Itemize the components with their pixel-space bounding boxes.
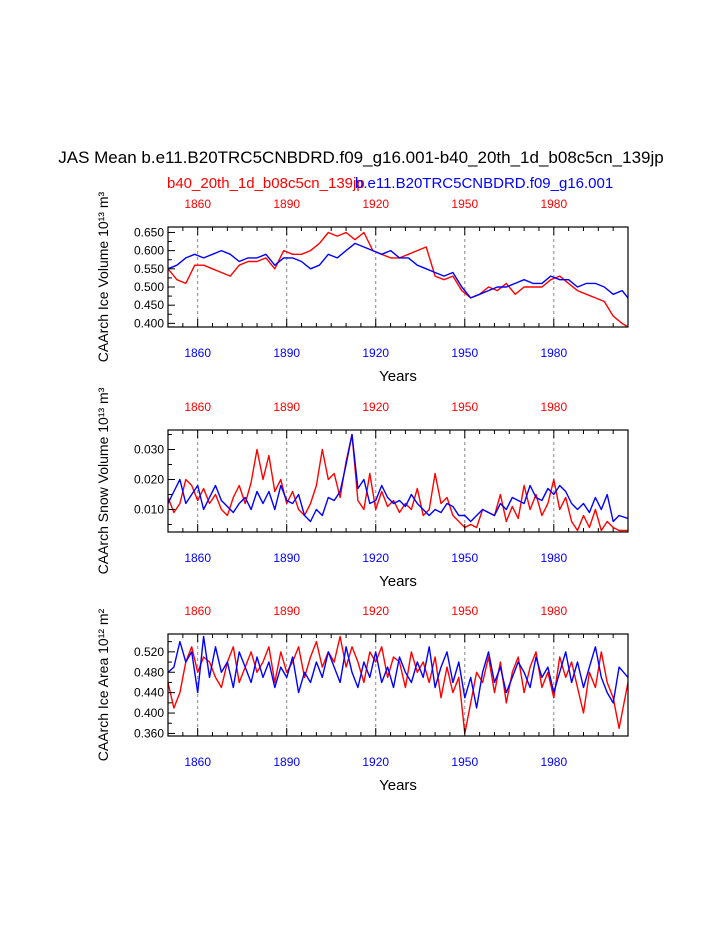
snow-volume-xlabel-top-1920: 1920	[362, 400, 389, 414]
ice-area-y-title: CAArch Ice Area 10¹² m²	[95, 608, 111, 761]
ice-area-frame	[167, 633, 629, 737]
ice-area-xlabel-top-1950: 1950	[451, 604, 478, 618]
ice-volume-xlabel-top-1890: 1890	[273, 197, 300, 211]
ice-area-xlabel-top-1920: 1920	[362, 604, 389, 618]
ice-volume-xlabel-bottom-1890: 1890	[273, 346, 300, 360]
snow-volume-xlabel-bottom-1860: 1860	[184, 551, 211, 565]
snow-volume-xlabel-top-1950: 1950	[451, 400, 478, 414]
snow-volume-x-title: Years	[379, 573, 417, 590]
snow-volume-frame	[167, 429, 629, 533]
ice-area-ylabel-0.440: 0.440	[134, 686, 164, 700]
figure-title: JAS Mean b.e11.B20TRC5CNBDRD.f09_g16.001…	[58, 148, 663, 167]
ice-volume-x-title: Years	[379, 368, 417, 385]
ice-area-xlabel-bottom-1890: 1890	[273, 755, 300, 769]
ice-volume-ylabel-0.500: 0.500	[134, 280, 164, 294]
snow-volume-xlabel-bottom-1980: 1980	[540, 551, 567, 565]
ice-area-ylabel-0.400: 0.400	[134, 706, 164, 720]
snow-volume-ylabel-0.030: 0.030	[134, 443, 164, 457]
ice-area-xlabel-bottom-1950: 1950	[451, 755, 478, 769]
ice-volume-xlabel-bottom-1950: 1950	[451, 346, 478, 360]
snow-volume-series-red	[168, 433, 628, 532]
legend-red-series: b40_20th_1d_b08c5cn_139jp	[167, 175, 365, 192]
ice-area-xlabel-top-1890: 1890	[273, 604, 300, 618]
ice-volume-frame	[167, 226, 629, 328]
panel-ice-volume: 1860 1860 1890 1890 1920 1920 1950 1950 1980 1980…	[95, 191, 629, 385]
ice-volume-ylabel-0.650: 0.650	[134, 225, 164, 239]
ice-area-xlabel-bottom-1920: 1920	[362, 755, 389, 769]
ice-volume-ylabel-0.550: 0.550	[134, 262, 164, 276]
snow-volume-y-title: CAArch Snow Volume 10¹³ m³	[95, 387, 111, 574]
snow-volume-xlabel-top-1860: 1860	[184, 400, 211, 414]
chart-panels: 1860 1860 1890 1890 1920 1920 1950 1950 1980 1980…	[95, 191, 629, 794]
snow-volume-xlabel-bottom-1890: 1890	[273, 551, 300, 565]
snow-volume-xlabel-bottom-1950: 1950	[451, 551, 478, 565]
snow-volume-series-blue	[168, 433, 628, 523]
ice-volume-xlabel-top-1920: 1920	[362, 197, 389, 211]
snow-volume-xlabel-top-1980: 1980	[540, 400, 567, 414]
ice-area-xlabel-bottom-1980: 1980	[540, 755, 567, 769]
snow-volume-ylabel-0.010: 0.010	[134, 503, 164, 517]
ice-area-ylabel-0.480: 0.480	[134, 665, 164, 679]
ice-area-ylabel-0.360: 0.360	[134, 726, 164, 740]
ice-area-ylabel-0.520: 0.520	[134, 645, 164, 659]
panel-ice-area: 1860 1860 1890 1890 1920 1920 1950 1950 1980 1980…	[95, 604, 629, 794]
panel-snow-volume: 1860 1860 1890 1890 1920 1920 1950 1950 1980 1980…	[95, 387, 629, 590]
ice-area-xlabel-top-1980: 1980	[540, 604, 567, 618]
ice-area-xlabel-bottom-1860: 1860	[184, 755, 211, 769]
ice-volume-xlabel-bottom-1920: 1920	[362, 346, 389, 360]
snow-volume-xlabel-top-1890: 1890	[273, 400, 300, 414]
ice-volume-ylabel-0.400: 0.400	[134, 316, 164, 330]
ice-volume-ylabel-0.600: 0.600	[134, 244, 164, 258]
ice-volume-xlabel-top-1950: 1950	[451, 197, 478, 211]
ice-volume-series-blue	[168, 242, 628, 299]
ice-volume-y-title: CAArch Ice Volume 10¹³ m³	[95, 191, 111, 362]
ice-area-series-red	[168, 635, 628, 735]
ice-volume-ylabel-0.450: 0.450	[134, 298, 164, 312]
legend-blue-series: b.e11.B20TRC5CNBDRD.f09_g16.001	[355, 175, 613, 192]
ice-volume-xlabel-bottom-1980: 1980	[540, 346, 567, 360]
ice-area-series-blue	[168, 635, 628, 709]
ice-volume-xlabel-top-1860: 1860	[184, 197, 211, 211]
ice-area-xlabel-top-1860: 1860	[184, 604, 211, 618]
ice-volume-xlabel-bottom-1860: 1860	[184, 346, 211, 360]
ice-volume-xlabel-top-1980: 1980	[540, 197, 567, 211]
ice-area-x-title: Years	[379, 777, 417, 794]
snow-volume-xlabel-bottom-1920: 1920	[362, 551, 389, 565]
snow-volume-ylabel-0.020: 0.020	[134, 473, 164, 487]
